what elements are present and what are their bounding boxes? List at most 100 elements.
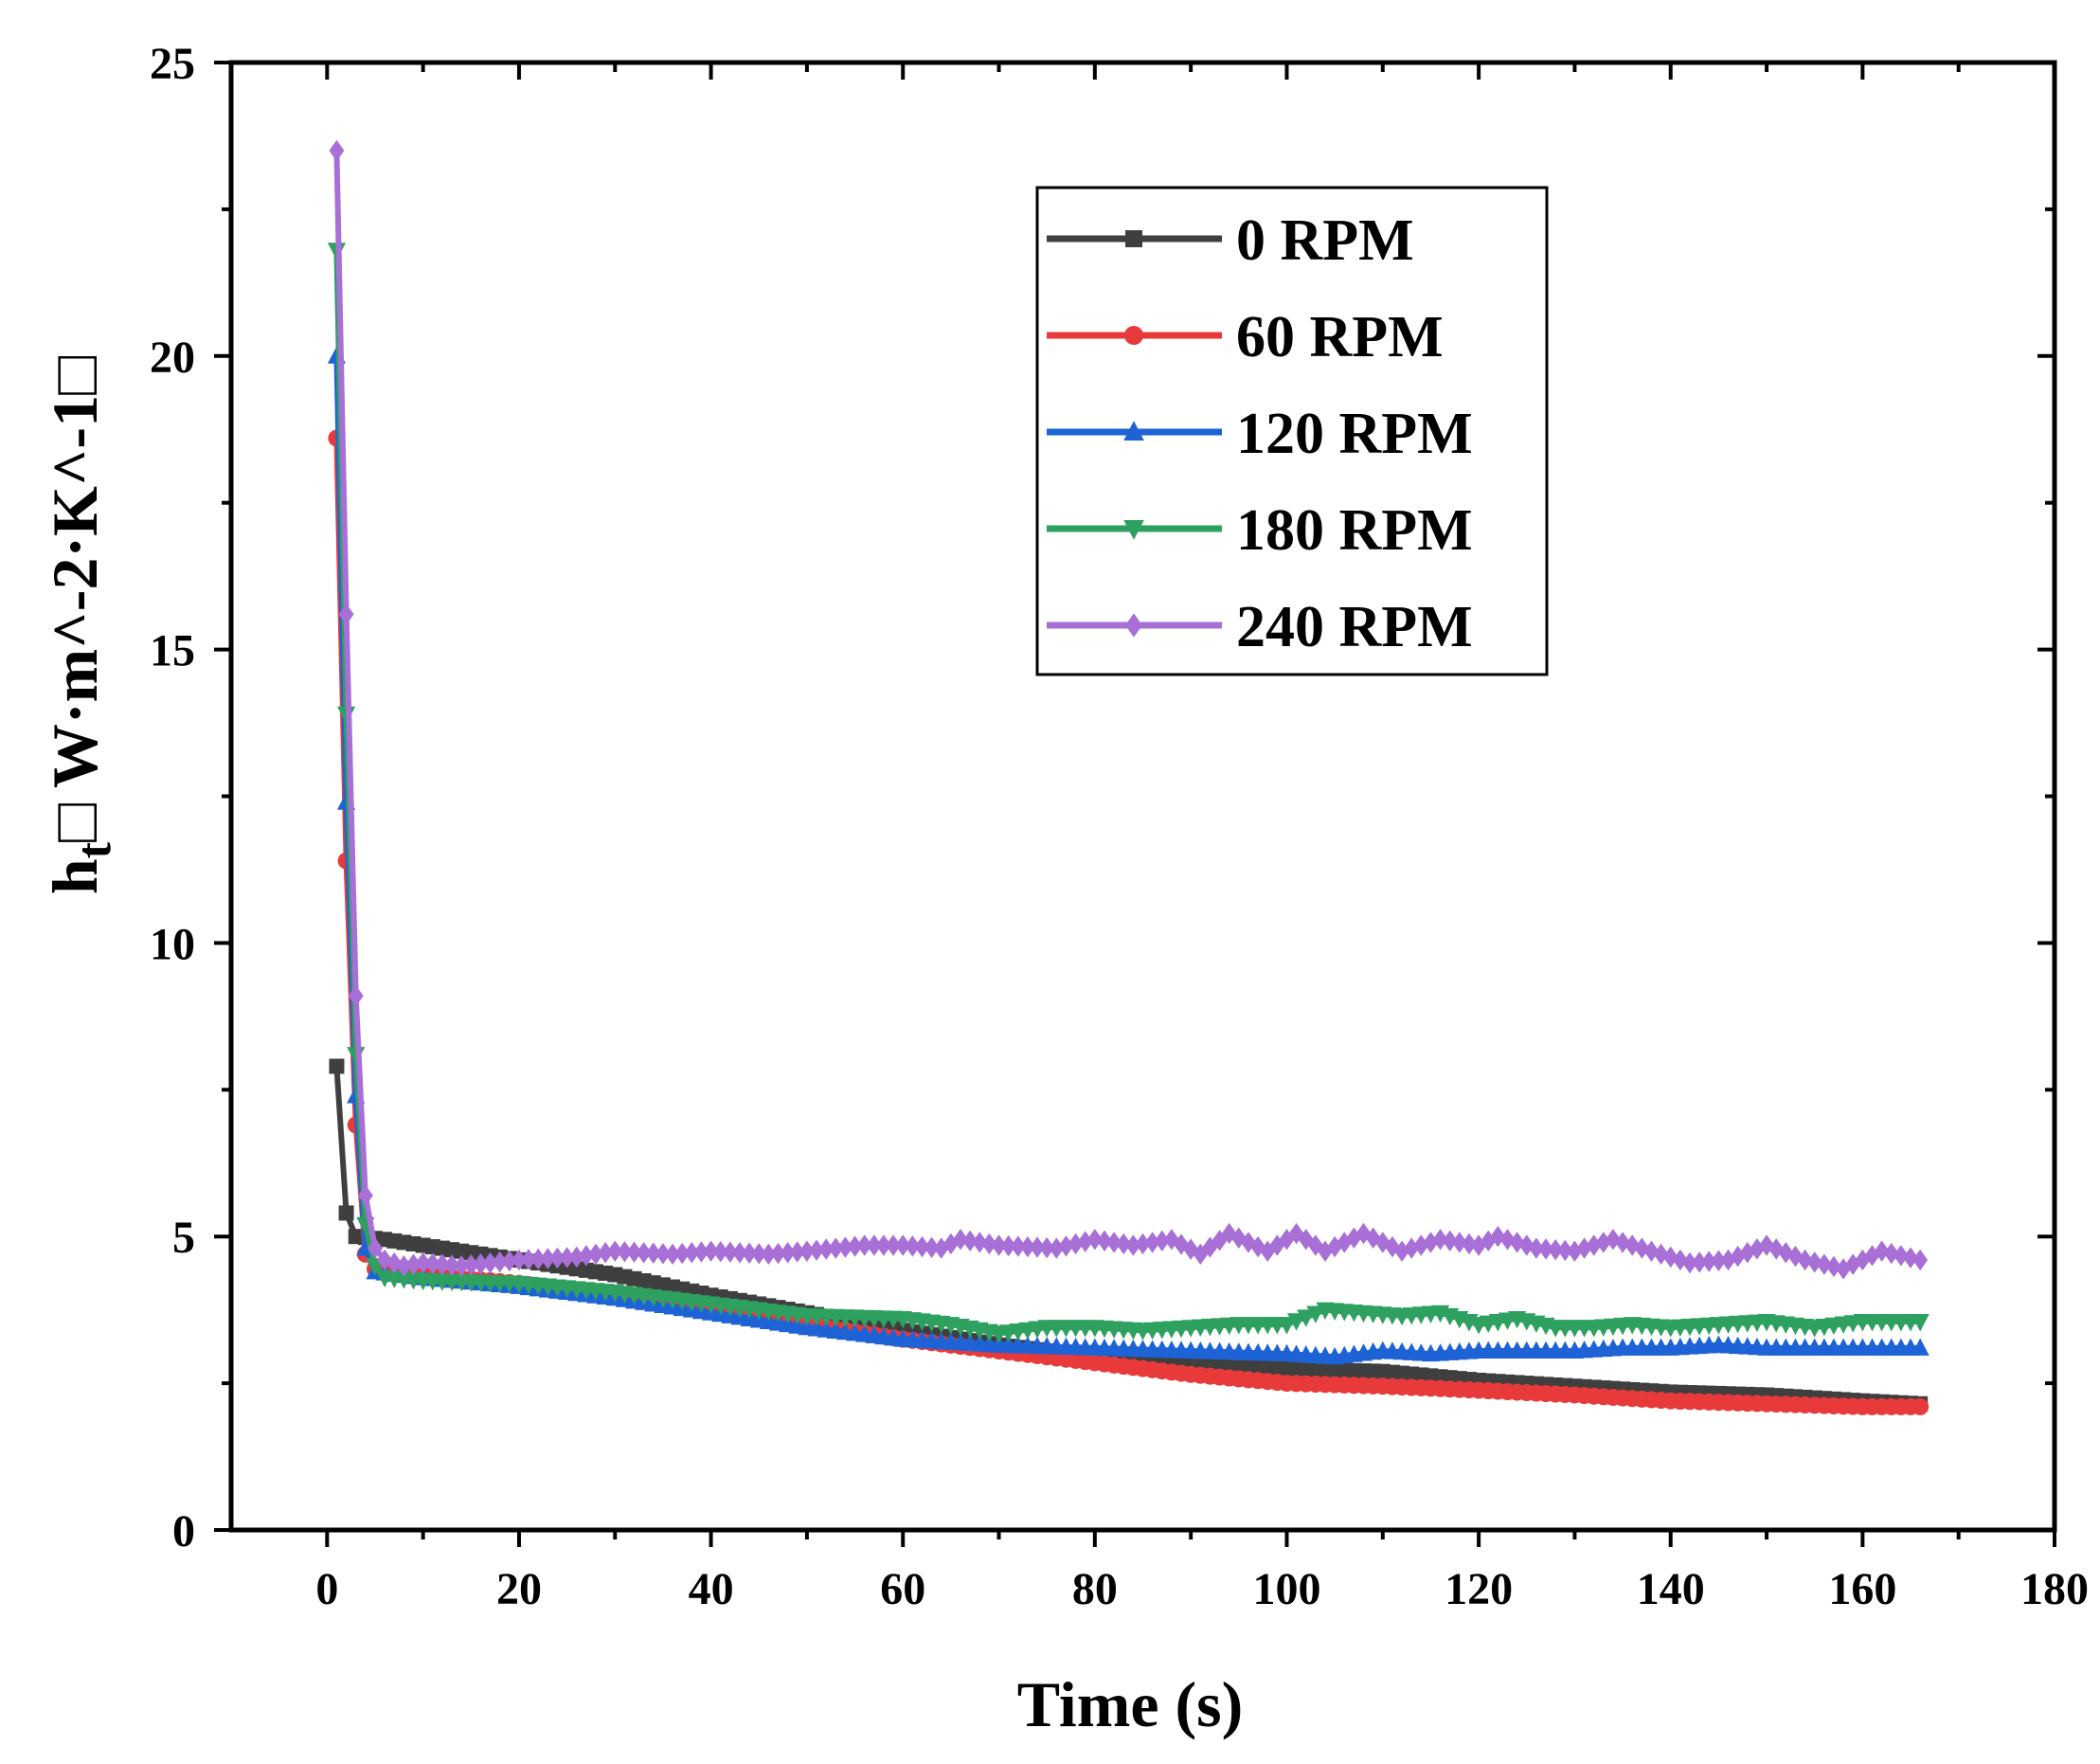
data-point [712,1241,728,1263]
data-point [598,1242,614,1264]
legend-marker [1124,326,1143,345]
data-point [1912,1249,1929,1271]
series-180-rpm [327,243,1929,1343]
x-tick-label: 120 [1445,1564,1513,1614]
data-point [568,1246,584,1269]
data-point [1413,1234,1429,1256]
data-point [578,1245,594,1267]
plot-area [327,139,1929,1415]
data-point [367,1237,383,1259]
data-point [895,1234,911,1256]
data-point [1481,1230,1497,1252]
data-point [1163,1229,1179,1251]
data-point [617,1241,633,1263]
data-point [329,1058,345,1074]
data-point [1451,1232,1467,1253]
x-tick-label: 20 [496,1564,542,1614]
data-point [1068,1233,1084,1255]
data-point [1306,1305,1325,1323]
x-tick-label: 180 [2020,1564,2089,1614]
data-point [1442,1230,1458,1252]
data-point [1605,1229,1621,1251]
data-point [1912,1397,1929,1415]
y-axis-title-units: □ W·m^-2·K^-1□ [39,356,111,842]
data-point [1174,1233,1190,1255]
data-point [761,1243,777,1265]
data-point [415,1251,431,1274]
data-point [991,1234,1007,1256]
data-point [1586,1234,1602,1256]
data-point [521,1249,537,1270]
data-point [338,1205,354,1221]
legend: 0 RPM 60 RPM 120 RPM 180 RPM 240 RPM [1035,186,1549,676]
legend-entry: 120 RPM [1047,402,1473,466]
data-point [1538,1238,1554,1260]
series-240-rpm [329,139,1929,1280]
data-point [1144,1232,1160,1253]
data-point [742,1242,758,1264]
data-point [905,1235,921,1257]
legend-label: 0 RPM [1236,208,1414,273]
data-point [1471,1234,1487,1256]
data-point [1576,1237,1592,1259]
data-point [511,1249,527,1271]
data-point [1490,1226,1506,1248]
data-point [434,1253,450,1275]
data-point [837,1236,853,1258]
data-point [789,1241,805,1263]
x-tick-label: 100 [1252,1564,1320,1614]
data-point [866,1234,882,1256]
data-point [1653,1243,1669,1265]
data-point [1030,1236,1046,1258]
data-point [1106,1232,1122,1253]
data-point [1825,1255,1841,1278]
data-point [1154,1230,1170,1252]
data-point [1864,1245,1880,1267]
data-point [1432,1229,1448,1251]
data-point [1548,1238,1564,1261]
data-point [684,1242,700,1264]
data-point [1049,1237,1065,1259]
data-point [1183,1238,1199,1260]
data-point [1701,1251,1717,1272]
data-point [348,984,364,1007]
x-tick-label: 60 [880,1564,925,1614]
data-point [924,1236,940,1259]
data-point [1116,1233,1132,1255]
data-point [1384,1235,1400,1258]
y-tick-label: 5 [172,1213,195,1263]
data-point [405,1253,422,1275]
data-point [645,1242,661,1264]
data-point [856,1234,872,1256]
data-point [1250,1235,1266,1258]
data-point [1096,1230,1112,1252]
data-point [933,1237,949,1259]
data-point [1019,1235,1035,1258]
y-tick-label: 25 [150,39,195,89]
data-point [1346,1227,1362,1249]
y-axis-title-main: h [39,858,111,894]
legend-label: 240 RPM [1236,595,1473,659]
data-point [454,1254,470,1277]
data-point [1911,1314,1929,1332]
data-point [1806,1251,1822,1273]
x-axis-title: Time (s) [1017,1668,1244,1740]
data-point [1298,1229,1314,1251]
legend-label: 60 RPM [1236,305,1444,369]
data-point [1077,1231,1093,1252]
data-point [693,1241,709,1263]
data-point [329,139,345,162]
data-point [1874,1240,1890,1262]
data-point [828,1237,844,1259]
data-point [1739,1242,1755,1264]
y-axis-title: ht□ W·m^-2·K^-1□ [39,356,121,894]
legend-marker [1123,421,1144,441]
legend-label: 180 RPM [1236,498,1473,563]
data-point [1911,1338,1929,1356]
data-point [1039,1236,1055,1259]
data-point [607,1240,623,1262]
data-point [1787,1245,1804,1268]
data-point [530,1248,547,1270]
legend-entry: 60 RPM [1047,305,1444,369]
